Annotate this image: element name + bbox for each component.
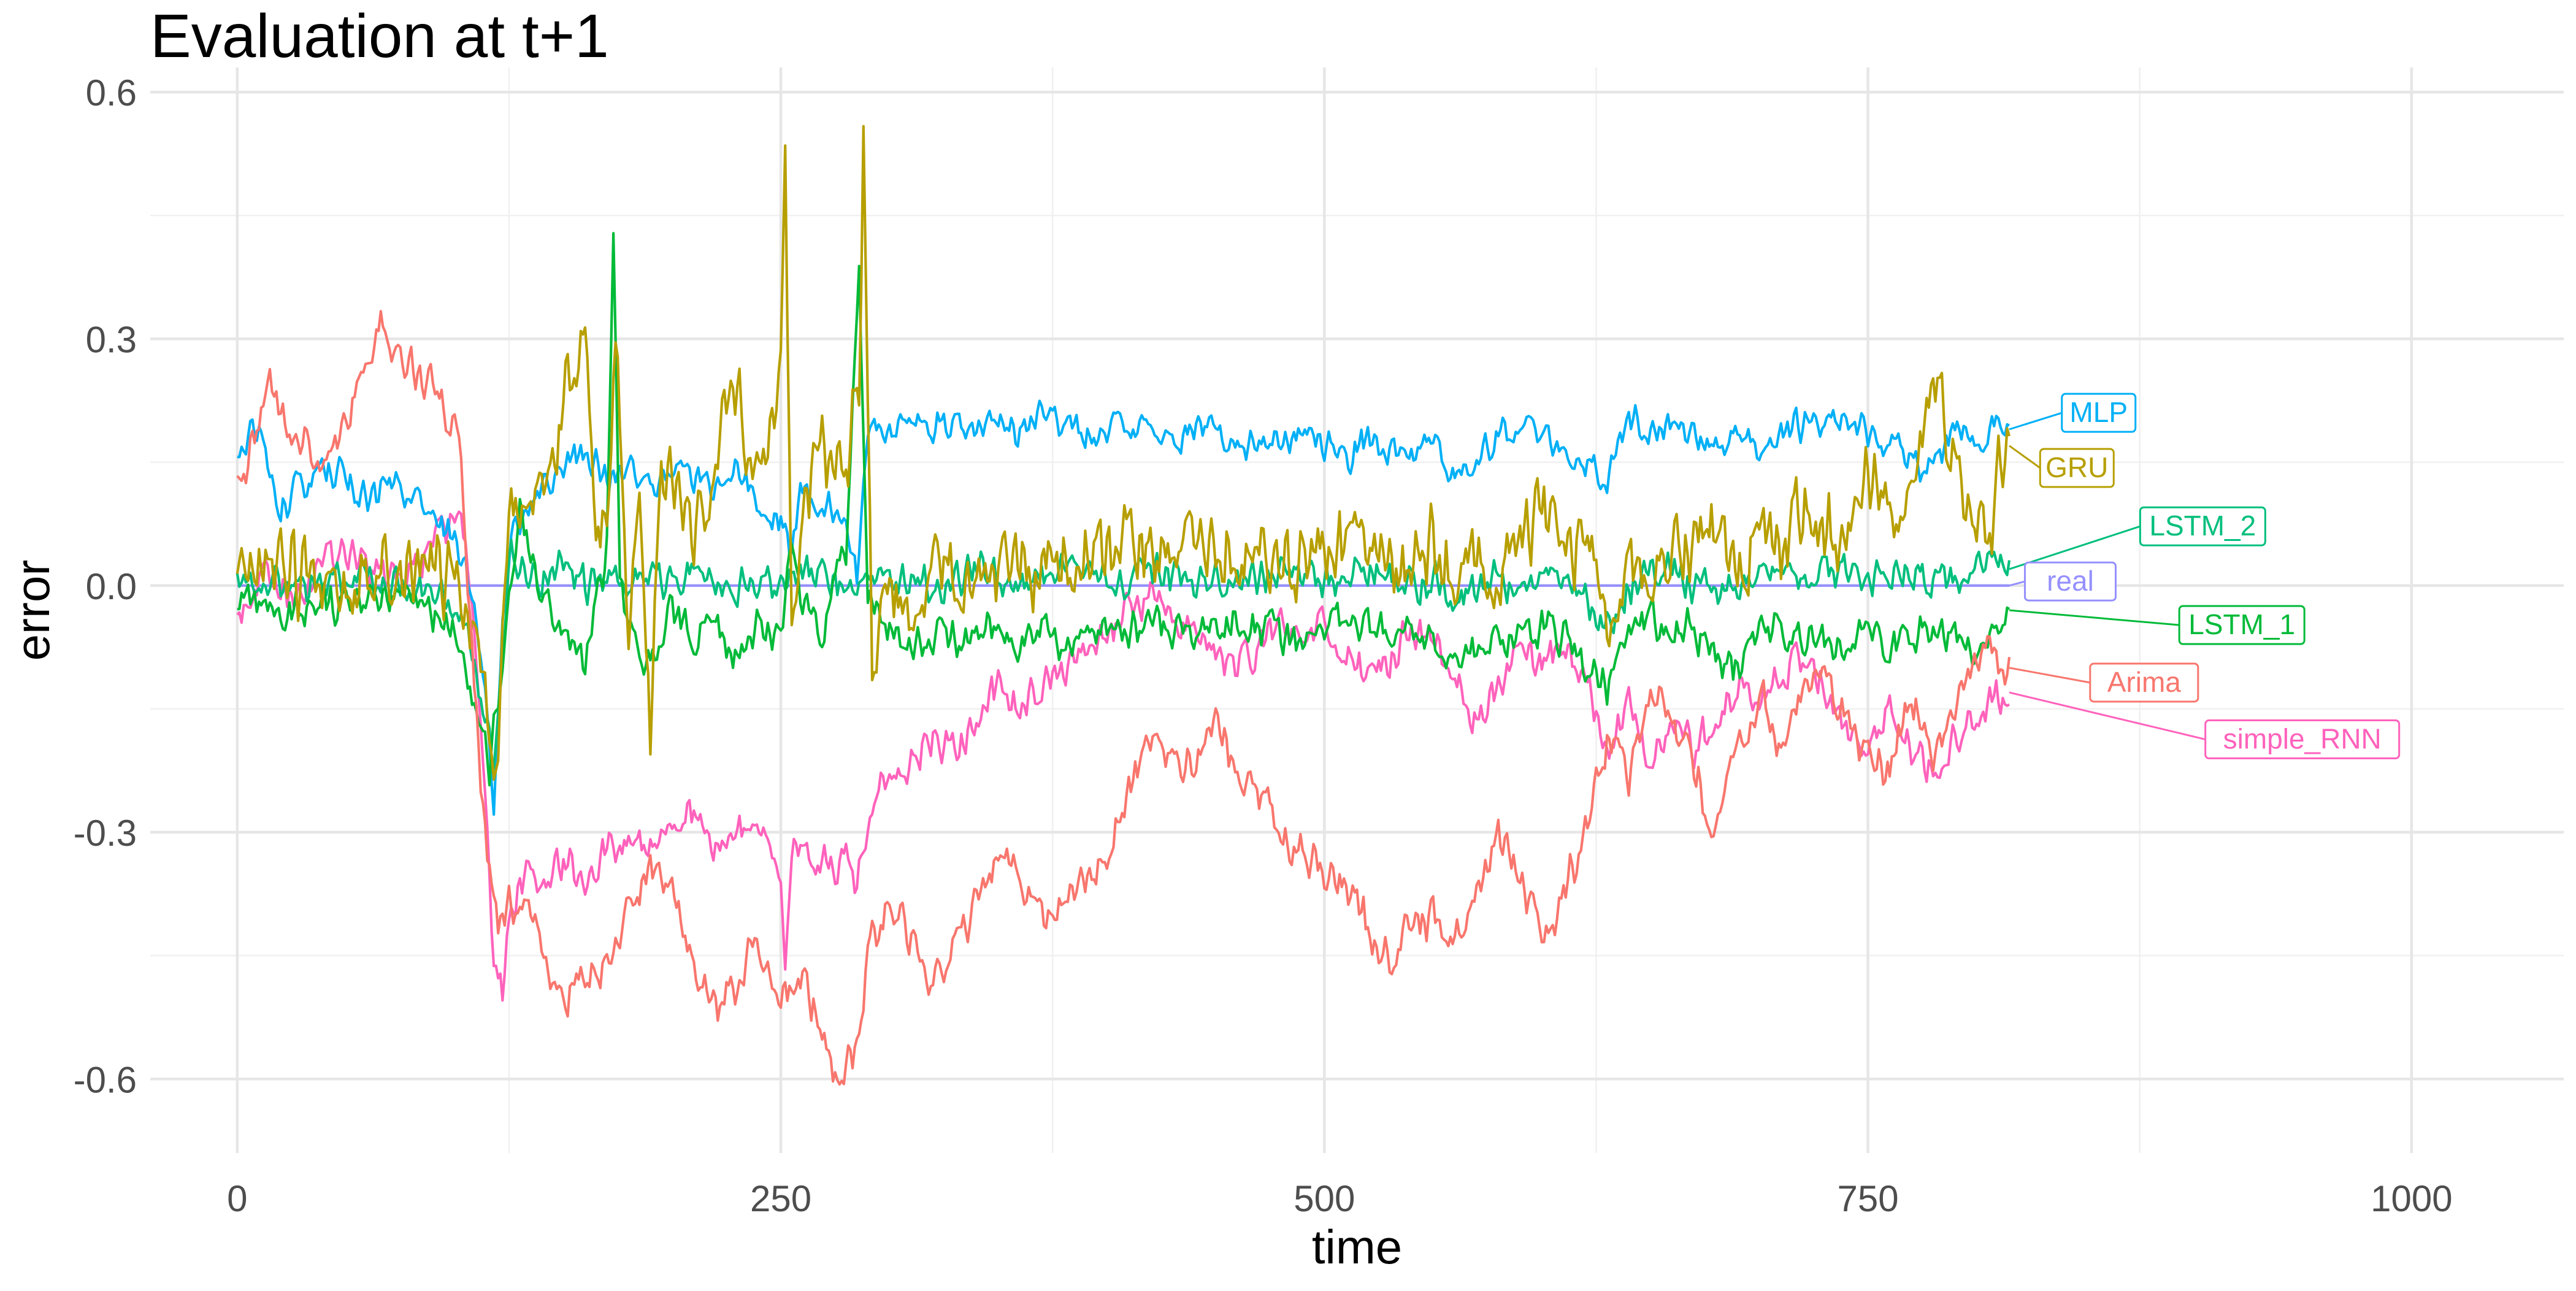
- y-tick-label: 0.0: [86, 566, 137, 607]
- label-text: GRU: [2045, 451, 2108, 483]
- label-leader: [2009, 445, 2041, 469]
- series-line-arima: [236, 310, 2011, 1086]
- series-label-mlp: MLP: [2009, 393, 2137, 433]
- series-line-lstm-1: [237, 232, 2011, 787]
- label-leader: [2009, 609, 2180, 626]
- x-axis-title: time: [1312, 1220, 1402, 1274]
- label-box: [2039, 448, 2115, 488]
- label-text: LSTM_2: [2149, 510, 2256, 542]
- label-box: [2204, 719, 2401, 760]
- chart-title: Evaluation at t+1: [150, 2, 609, 71]
- label-text: LSTM_1: [2188, 608, 2295, 640]
- series-line-lstm-2: [236, 538, 2011, 770]
- y-tick-label: -0.6: [74, 1059, 137, 1100]
- series-label-lstm-1: LSTM_1: [2009, 605, 2306, 645]
- series-label-arima: Arima: [2009, 662, 2199, 703]
- y-axis-title: error: [6, 560, 59, 661]
- x-tick-label: 250: [750, 1178, 811, 1219]
- label-box: [2139, 506, 2266, 546]
- label-box: [2061, 393, 2137, 433]
- series-line-gru: [236, 125, 2011, 781]
- label-leader: [2009, 667, 2091, 684]
- series-label-lstm-2: LSTM_2: [2009, 506, 2266, 570]
- x-tick-label: 750: [1838, 1178, 1899, 1219]
- label-leader: [2009, 580, 2025, 587]
- series-line-mlp: [237, 399, 2010, 816]
- label-leader: [2009, 412, 2063, 431]
- series-line-simple-rnn: [236, 510, 2011, 1002]
- label-box: [2178, 605, 2306, 645]
- label-text: simple_RNN: [2223, 723, 2382, 755]
- series-label-simple-rnn: simple_RNN: [2009, 691, 2401, 760]
- x-tick-label: 0: [227, 1178, 247, 1219]
- label-text: MLP: [2069, 396, 2128, 428]
- y-tick-label: 0.6: [86, 72, 137, 113]
- series-label-real: real: [2009, 561, 2117, 602]
- label-leader: [2009, 691, 2206, 740]
- label-box: [2023, 561, 2117, 602]
- label-text: real: [2047, 565, 2094, 597]
- series-label-gru: GRU: [2009, 445, 2115, 488]
- label-box: [2089, 662, 2199, 703]
- y-tick-label: 0.3: [86, 320, 137, 361]
- series-labels: Arima GRU LSTM_1 LSTM_2 MLP real simple_RNN: [2009, 393, 2401, 760]
- y-tick-label: -0.3: [74, 813, 137, 854]
- x-tick-label: 1000: [2371, 1178, 2452, 1219]
- x-tick-label: 500: [1294, 1178, 1355, 1219]
- label-text: Arima: [2107, 666, 2182, 698]
- series-lines: [236, 125, 2011, 1086]
